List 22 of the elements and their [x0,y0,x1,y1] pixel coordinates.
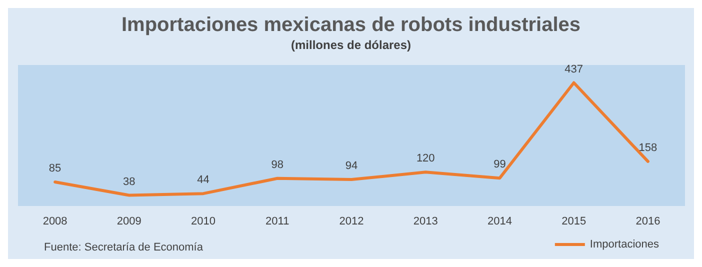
legend-label: Importaciones [590,238,660,250]
x-tick-label: 2012 [339,216,364,228]
chart-subtitle: (millones de dólares) [290,38,412,52]
data-label: 120 [416,152,435,165]
data-label: 94 [345,160,358,172]
data-label: 38 [123,176,136,188]
data-label: 44 [197,174,210,186]
x-tick-label: 2010 [191,216,216,228]
data-label: 99 [494,158,506,171]
x-tick-label: 2009 [116,216,142,228]
x-tick-label: 2008 [42,216,68,228]
x-tick-label: 2014 [487,216,512,228]
x-tick-label: 2011 [266,216,290,228]
data-label: 437 [564,63,584,76]
x-tick-label: 2015 [562,216,586,228]
chart-title: Importaciones mexicanas de robots industriales [121,14,581,36]
x-tick-label: 2013 [413,216,438,228]
data-label: 85 [48,162,62,175]
x-tick-label: 2016 [636,216,660,228]
source-note: Fuente: Secretaría de Economía [44,242,204,254]
data-label: 158 [638,142,658,154]
data-label: 98 [271,158,284,171]
